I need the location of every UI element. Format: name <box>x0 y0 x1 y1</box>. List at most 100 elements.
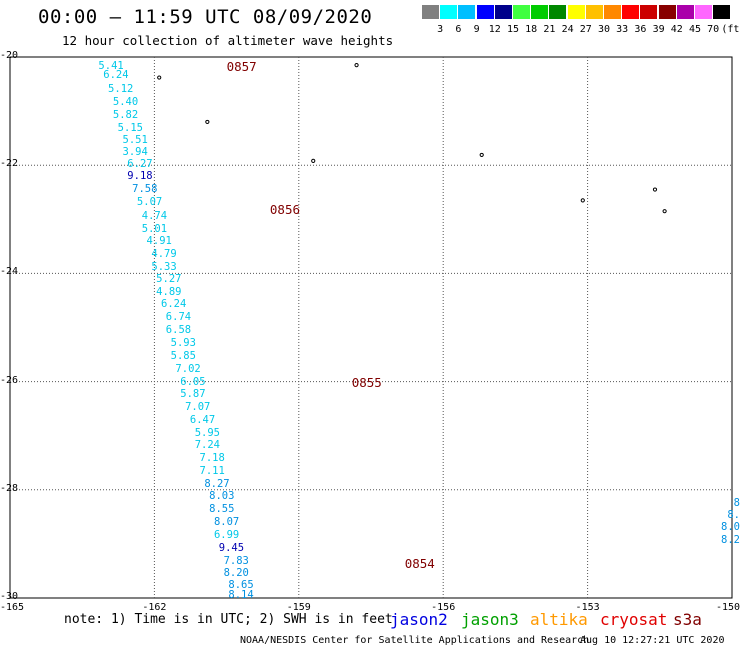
legend-label: 27 <box>579 24 592 35</box>
wave-height-value: 6.24 <box>160 298 187 311</box>
wave-height-value: 9.18 <box>127 170 153 183</box>
legend-swatch <box>713 5 731 19</box>
legend-label: 12 <box>488 24 501 35</box>
wave-height-value: 8.2 <box>721 533 740 546</box>
wave-height-value: 7.07 <box>185 400 211 413</box>
wave-height-value: 5.01 <box>141 222 168 235</box>
map-subtitle: 12 hour collection of altimeter wave hei… <box>62 33 394 48</box>
legend-swatch <box>640 5 658 19</box>
wave-height-value: 6.24 <box>103 69 129 82</box>
legend-label: 45 <box>688 24 702 35</box>
wave-height-value: 8. <box>727 508 740 521</box>
legend-swatch <box>476 5 494 19</box>
lon-tick-label: -153 <box>575 602 600 613</box>
satellite-jason3: jason3 <box>461 610 519 629</box>
pass-time-label: 0857 <box>226 59 257 75</box>
legend-swatch <box>440 5 458 19</box>
wave-height-value: 6.27 <box>127 158 153 171</box>
wave-height-value: 5.41 <box>98 60 124 72</box>
legend-swatch <box>695 5 712 19</box>
lon-tick-label: -150 <box>715 602 740 613</box>
wave-height-value: 7.11 <box>199 464 225 477</box>
wave-height-value: 7.24 <box>194 439 220 452</box>
wave-height-value: 9.45 <box>218 541 245 554</box>
wave-height-value: 6.47 <box>189 413 216 426</box>
pass-time-label: 0855 <box>351 374 382 390</box>
legend-label: 33 <box>616 24 629 35</box>
wave-height-value: 8.27 <box>204 477 230 490</box>
wave-height-value: 8.14 <box>228 589 254 601</box>
legend-label: 70 <box>707 24 720 35</box>
wave-height-value: 3.94 <box>122 145 148 158</box>
footer-note: note: 1) Time is in UTC; 2) SWH is in fe… <box>64 612 393 627</box>
legend-swatch <box>658 5 676 19</box>
legend-swatch <box>549 5 567 19</box>
island-marker <box>157 75 162 80</box>
legend-label: 21 <box>543 24 556 35</box>
wave-height-value: 7.18 <box>199 452 225 465</box>
lat-tick-label: -30 <box>0 591 19 602</box>
wave-height-value: 5.27 <box>156 273 182 286</box>
wave-height-value: 5.07 <box>136 196 163 209</box>
wave-height-value: 8.20 <box>223 567 249 580</box>
wave-height-value: 6.05 <box>180 375 206 388</box>
legend-label: 3 <box>437 24 444 35</box>
wave-height-value: 4.79 <box>151 247 177 260</box>
legend-label: 9 <box>473 24 480 35</box>
legend-label: 15 <box>506 24 520 35</box>
legend-label: 30 <box>597 24 611 35</box>
wave-height-value: 4.74 <box>141 209 168 222</box>
map-title: 00:00 – 11:59 UTC 08/09/2020 <box>38 6 373 28</box>
wave-height-value: 5.95 <box>194 426 220 439</box>
pass-time-label: 0856 <box>269 201 301 217</box>
island-marker <box>479 152 484 158</box>
wave-height-value: 5.87 <box>180 388 206 401</box>
wave-height-value: 7.83 <box>223 554 249 567</box>
legend-label: 42 <box>670 24 683 35</box>
legend-swatch <box>494 5 512 19</box>
lat-tick-label: -20 <box>0 50 19 61</box>
wave-height-value: 5.40 <box>112 96 139 109</box>
lon-tick-label: -165 <box>0 602 25 613</box>
satellite-s3a: s3a <box>673 610 702 629</box>
wave-height-value: 7.02 <box>175 363 201 376</box>
island-marker <box>580 198 585 203</box>
island-marker <box>311 158 316 163</box>
wave-height-value: 6.99 <box>213 528 240 541</box>
wave-height-value: 8.55 <box>209 503 235 516</box>
pass-time-label: 0854 <box>404 556 435 572</box>
satellite-jason2: jason2 <box>390 610 448 629</box>
lat-tick-label: -22 <box>0 158 19 170</box>
wave-height-value: 5.33 <box>151 260 177 273</box>
satellite-cryosat: cryosat <box>600 610 668 629</box>
lat-tick-label: -24 <box>0 266 19 278</box>
wave-height-value: 5.85 <box>170 349 196 362</box>
legend-swatch <box>676 5 694 19</box>
wave-height-value: 5.93 <box>170 337 196 350</box>
wave-height-value: 4.91 <box>146 235 172 248</box>
wave-height-value: 5.51 <box>122 133 148 146</box>
island-marker <box>354 63 359 68</box>
legend-swatch <box>585 5 603 19</box>
legend-swatch <box>567 5 585 19</box>
legend-swatch <box>604 5 621 19</box>
generated-timestamp: Aug 10 12:27:21 UTC 2020 <box>580 635 725 646</box>
wave-height-value: 6.58 <box>165 324 192 337</box>
lon-tick-label: -159 <box>286 602 311 613</box>
island-marker <box>652 187 658 192</box>
lat-tick-label: -28 <box>0 482 19 494</box>
legend-label: 18 <box>525 24 538 35</box>
wave-height-value: 4.89 <box>156 285 182 298</box>
wave-height-value: 5.15 <box>117 121 143 134</box>
wave-height-value: 8.0 <box>721 521 740 534</box>
wave-height-value: 8.03 <box>209 490 235 503</box>
legend-swatch <box>458 5 476 19</box>
legend-swatch <box>622 5 640 19</box>
wave-height-value: 8 <box>733 496 740 509</box>
wave-height-value: 8.07 <box>213 516 240 528</box>
legend-unit: (ft) <box>721 24 740 35</box>
wave-height-value: 7.58 <box>132 182 158 195</box>
island-marker <box>205 119 210 125</box>
lat-tick-label: -26 <box>0 374 19 386</box>
